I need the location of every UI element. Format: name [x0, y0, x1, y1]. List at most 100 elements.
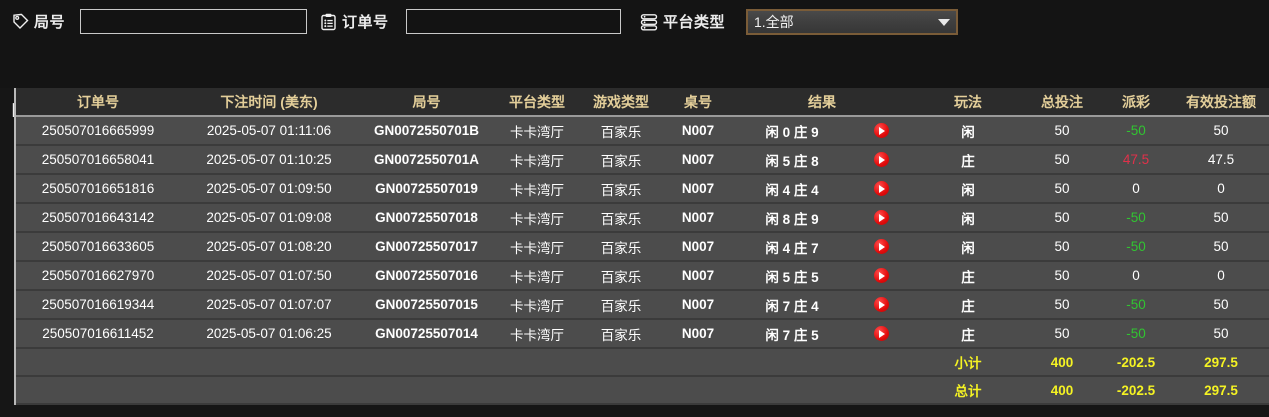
cell-result: 闲 0 庄 9 [733, 116, 911, 146]
chevron-down-icon [938, 18, 950, 26]
cell-result: 闲 8 庄 9 [733, 203, 911, 233]
platform-type-selected-value: 1.全部 [754, 14, 794, 30]
col-play-type: 玩法 [911, 88, 1025, 117]
summary-spacer [16, 376, 180, 405]
cell-order-no: 250507016611452 [16, 319, 180, 349]
summary-spacer [579, 376, 663, 405]
cell-total-bet: 50 [1025, 203, 1099, 233]
cell-bet-time: 2025-05-07 01:09:08 [180, 203, 358, 233]
cell-valid-bet: 50 [1173, 232, 1269, 262]
cell-valid-bet: 50 [1173, 290, 1269, 320]
cell-play-type: 庄 [911, 319, 1025, 349]
cell-payout: -50 [1099, 116, 1173, 146]
cell-result: 闲 4 庄 7 [733, 232, 911, 262]
table-row[interactable]: 250507016643142 2025-05-07 01:09:08 GN0072… [16, 203, 1269, 233]
filter-bar: 局号 订单号 [0, 0, 1269, 125]
play-icon[interactable] [873, 152, 889, 168]
col-game-type: 游戏类型 [579, 88, 663, 117]
records-table-container: 订单号 下注时间 (美东) 局号 平台类型 游戏类型 桌号 结果 玩法 总投注 … [14, 88, 1269, 405]
cell-round-no: GN00725507014 [358, 319, 495, 349]
cell-table-no: N007 [663, 203, 733, 233]
play-icon[interactable] [873, 210, 889, 226]
summary-label: 小计 [911, 348, 1025, 377]
cell-bet-time: 2025-05-07 01:11:06 [180, 116, 358, 146]
cell-order-no: 250507016627970 [16, 261, 180, 291]
summary-spacer [358, 376, 495, 405]
cell-valid-bet: 50 [1173, 319, 1269, 349]
summary-payout: -202.5 [1099, 348, 1173, 377]
play-icon[interactable] [873, 123, 889, 139]
cell-order-no: 250507016633605 [16, 232, 180, 262]
table-row[interactable]: 250507016633605 2025-05-07 01:08:20 GN0072… [16, 232, 1269, 262]
cell-play-type: 闲 [911, 203, 1025, 233]
table-body: 250507016665999 2025-05-07 01:11:06 GN0072… [16, 116, 1269, 405]
cell-round-no: GN00725507018 [358, 203, 495, 233]
summary-spacer [579, 348, 663, 377]
play-icon[interactable] [873, 181, 889, 197]
summary-spacer [663, 348, 733, 377]
summary-spacer [358, 348, 495, 377]
table-row[interactable]: 250507016665999 2025-05-07 01:11:06 GN0072… [16, 116, 1269, 146]
cell-total-bet: 50 [1025, 261, 1099, 291]
cell-total-bet: 50 [1025, 174, 1099, 204]
cell-bet-time: 2025-05-07 01:08:20 [180, 232, 358, 262]
order-no-input[interactable] [406, 9, 621, 34]
table-header-row: 订单号 下注时间 (美东) 局号 平台类型 游戏类型 桌号 结果 玩法 总投注 … [16, 88, 1269, 117]
round-no-label-group: 局号 [12, 11, 65, 32]
cell-play-type: 闲 [911, 174, 1025, 204]
cell-table-no: N007 [663, 145, 733, 175]
cell-platform: 卡卡湾厅 [495, 261, 579, 291]
round-no-input[interactable] [80, 9, 307, 34]
summary-row: 总计 400 -202.5 297.5 [16, 376, 1269, 405]
cell-platform: 卡卡湾厅 [495, 203, 579, 233]
table-row[interactable]: 250507016619344 2025-05-07 01:07:07 GN0072… [16, 290, 1269, 320]
cell-table-no: N007 [663, 319, 733, 349]
cell-table-no: N007 [663, 290, 733, 320]
cell-bet-time: 2025-05-07 01:10:25 [180, 145, 358, 175]
result-text: 闲 8 庄 9 [765, 211, 819, 227]
tag-icon [12, 13, 29, 30]
result-text: 闲 4 庄 7 [765, 240, 819, 256]
platform-type-select[interactable]: 1.全部 [746, 9, 958, 35]
round-no-label: 局号 [34, 14, 66, 31]
cell-round-no: GN0072550701A [358, 145, 495, 175]
cell-total-bet: 50 [1025, 290, 1099, 320]
cell-result: 闲 7 庄 5 [733, 319, 911, 349]
play-icon[interactable] [873, 297, 889, 313]
table-row[interactable]: 250507016627970 2025-05-07 01:07:50 GN0072… [16, 261, 1269, 291]
filter-row-1: 局号 订单号 [0, 0, 1269, 44]
cell-total-bet: 50 [1025, 116, 1099, 146]
col-valid-bet: 有效投注额 [1173, 88, 1269, 117]
cell-play-type: 庄 [911, 145, 1025, 175]
cell-order-no: 250507016651816 [16, 174, 180, 204]
play-icon[interactable] [873, 326, 889, 342]
play-icon[interactable] [873, 268, 889, 284]
cell-order-no: 250507016665999 [16, 116, 180, 146]
play-icon[interactable] [873, 239, 889, 255]
cell-bet-time: 2025-05-07 01:06:25 [180, 319, 358, 349]
cell-payout: 47.5 [1099, 145, 1173, 175]
table-row[interactable]: 250507016658041 2025-05-07 01:10:25 GN0072… [16, 145, 1269, 175]
platform-type-label-group: 平台类型 [640, 11, 725, 32]
cell-table-no: N007 [663, 116, 733, 146]
table-header: 订单号 下注时间 (美东) 局号 平台类型 游戏类型 桌号 结果 玩法 总投注 … [16, 88, 1269, 117]
cell-result: 闲 5 庄 8 [733, 145, 911, 175]
cell-bet-time: 2025-05-07 01:07:07 [180, 290, 358, 320]
cell-platform: 卡卡湾厅 [495, 290, 579, 320]
cell-game-type: 百家乐 [579, 319, 663, 349]
result-text: 闲 0 庄 9 [765, 124, 819, 140]
cell-play-type: 庄 [911, 261, 1025, 291]
summary-total-bet: 400 [1025, 376, 1099, 405]
table-row[interactable]: 250507016651816 2025-05-07 01:09:50 GN0072… [16, 174, 1269, 204]
summary-valid-bet: 297.5 [1173, 376, 1269, 405]
table-row[interactable]: 250507016611452 2025-05-07 01:06:25 GN0072… [16, 319, 1269, 349]
result-text: 闲 7 庄 4 [765, 298, 819, 314]
cell-game-type: 百家乐 [579, 232, 663, 262]
cell-payout: -50 [1099, 290, 1173, 320]
cell-platform: 卡卡湾厅 [495, 232, 579, 262]
cell-order-no: 250507016619344 [16, 290, 180, 320]
summary-total-bet: 400 [1025, 348, 1099, 377]
summary-spacer [495, 376, 579, 405]
cell-payout: -50 [1099, 319, 1173, 349]
